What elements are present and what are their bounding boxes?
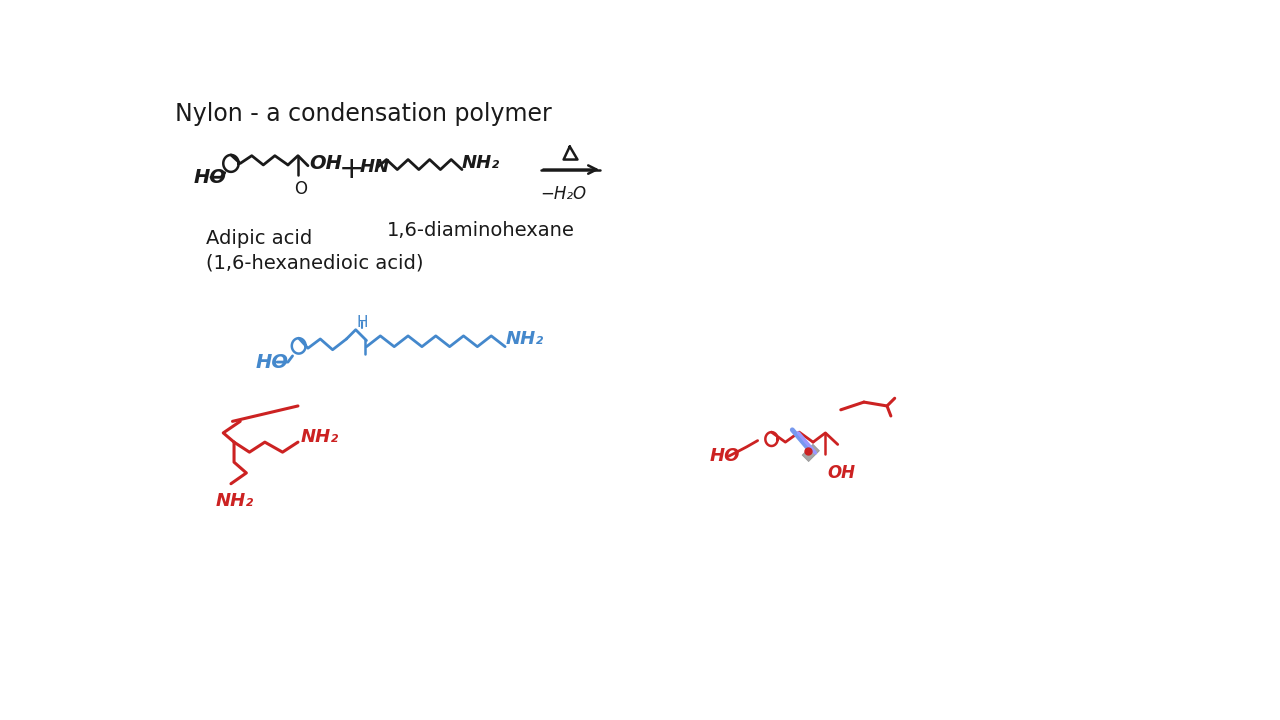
Text: −H₂O: −H₂O [540, 185, 586, 203]
Text: HN: HN [360, 158, 390, 176]
Text: Nylon - a condensation polymer: Nylon - a condensation polymer [175, 102, 552, 126]
Text: H: H [356, 315, 367, 330]
Text: O: O [294, 180, 307, 198]
Text: HO: HO [195, 168, 227, 186]
Text: Adipic acid
(1,6-hexanedioic acid): Adipic acid (1,6-hexanedioic acid) [206, 229, 424, 273]
Text: NH₂: NH₂ [506, 330, 544, 348]
Text: NH₂: NH₂ [462, 154, 500, 172]
Text: NH₂: NH₂ [215, 492, 253, 510]
Text: +: + [339, 155, 365, 184]
Text: 1,6-diaminohexane: 1,6-diaminohexane [387, 221, 575, 240]
Bar [803, 444, 819, 462]
Text: HO: HO [710, 447, 740, 465]
Text: OH: OH [310, 154, 343, 173]
Text: OH: OH [827, 464, 855, 482]
Text: HO: HO [256, 353, 288, 372]
Text: NH₂: NH₂ [301, 428, 338, 446]
